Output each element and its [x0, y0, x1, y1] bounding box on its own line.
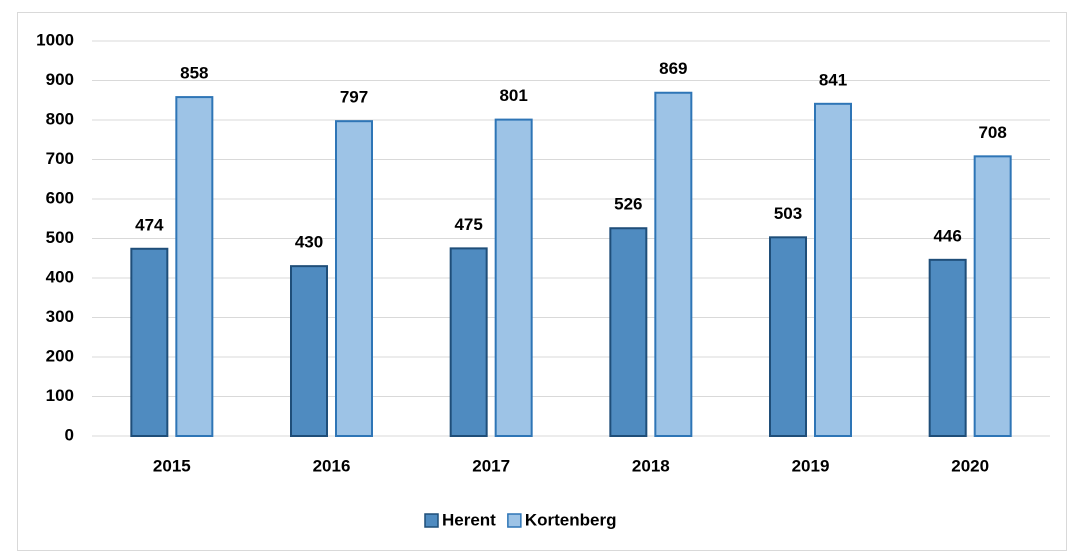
legend-swatch [424, 513, 439, 528]
y-tick-label: 700 [46, 149, 74, 168]
bar [609, 227, 648, 437]
y-tick-label: 1000 [36, 30, 74, 49]
bar [449, 247, 488, 437]
y-tick-label: 400 [46, 267, 74, 286]
data-label: 797 [340, 88, 368, 107]
data-label: 858 [180, 64, 208, 83]
bar [175, 96, 214, 437]
y-tick-label: 200 [46, 346, 74, 365]
x-tick-label: 2020 [951, 456, 989, 475]
x-tick-label: 2017 [472, 456, 510, 475]
y-tick-label: 900 [46, 70, 74, 89]
bar [335, 120, 373, 437]
y-tick-label: 500 [46, 228, 74, 247]
y-tick-label: 800 [46, 109, 74, 128]
bar [654, 91, 693, 438]
data-label: 430 [295, 233, 323, 252]
bar [290, 265, 328, 437]
bar [494, 118, 533, 437]
data-label: 801 [499, 86, 527, 105]
legend-swatch [507, 513, 522, 528]
data-label: 869 [659, 59, 687, 78]
y-tick-label: 300 [46, 307, 74, 326]
legend-label: Herent [442, 510, 496, 529]
data-label: 526 [614, 195, 642, 214]
data-label: 475 [454, 215, 482, 234]
x-tick-label: 2018 [632, 456, 670, 475]
data-label: 446 [933, 226, 961, 245]
data-label: 503 [774, 204, 802, 223]
bar [928, 258, 967, 437]
x-tick-label: 2015 [153, 456, 191, 475]
bar [130, 247, 169, 437]
x-tick-label: 2019 [792, 456, 830, 475]
bar [814, 102, 852, 438]
data-label: 474 [135, 215, 164, 234]
data-label: 708 [978, 123, 1006, 142]
legend-label: Kortenberg [525, 510, 617, 529]
y-tick-label: 600 [46, 188, 74, 207]
y-tick-label: 100 [46, 386, 74, 405]
bar [973, 155, 1012, 437]
x-tick-label: 2016 [313, 456, 351, 475]
data-label: 841 [819, 70, 847, 89]
y-tick-label: 0 [65, 425, 74, 444]
bar [769, 236, 807, 437]
